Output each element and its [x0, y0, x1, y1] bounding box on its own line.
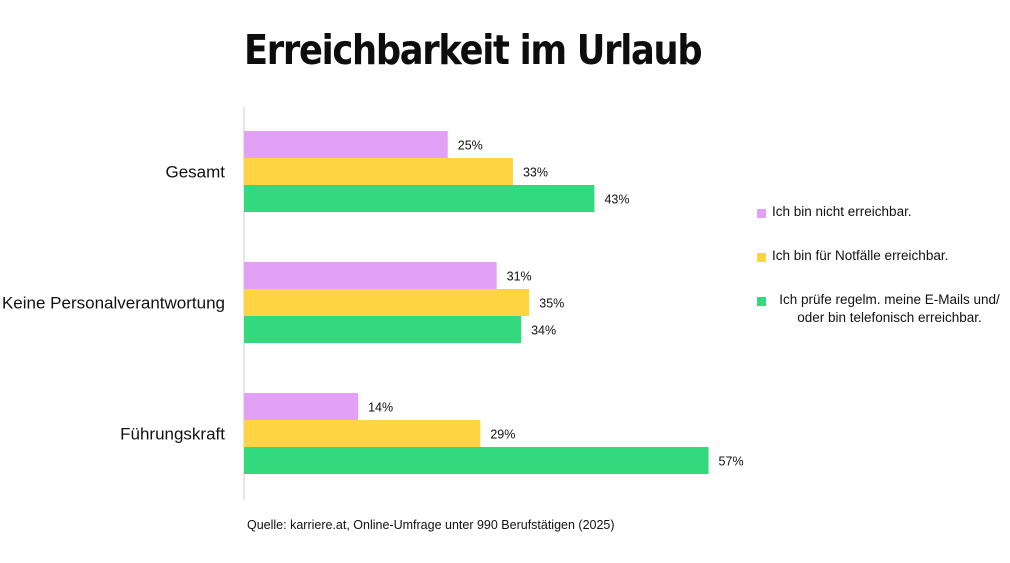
bar [244, 131, 448, 158]
bar-value-label: 31% [507, 270, 532, 284]
legend-label-emergency: Ich bin für Notfälle erreichbar. [772, 248, 949, 263]
bar [244, 158, 513, 185]
bar [244, 447, 709, 474]
source-note: Quelle: karriere.at, Online-Umfrage unte… [247, 518, 615, 532]
legend: Ich bin nicht erreichbar. Ich bin für No… [757, 203, 1007, 353]
category-label: Keine Personalverantwortung [2, 294, 225, 313]
bar [244, 316, 522, 343]
legend-label-not-reachable: Ich bin nicht erreichbar. [772, 204, 912, 219]
bar [244, 393, 359, 420]
chart-title: Erreichbarkeit im Urlaub [244, 26, 703, 74]
bar-value-label: 35% [539, 297, 564, 311]
legend-label-checks-emails: Ich prüfe regelm. meine E-Mails und/ ode… [779, 292, 1000, 325]
bar [244, 185, 595, 212]
legend-item-not-reachable: Ich bin nicht erreichbar. [757, 203, 1007, 221]
bar-value-label: 34% [531, 324, 556, 338]
bar [244, 262, 497, 289]
bar-value-label: 33% [523, 166, 548, 180]
bar [244, 420, 481, 447]
bar-value-label: 29% [490, 428, 515, 442]
legend-item-emergency: Ich bin für Notfälle erreichbar. [757, 247, 1007, 265]
category-label: Führungskraft [120, 425, 225, 444]
bar [244, 289, 530, 316]
bar-value-label: 25% [458, 139, 483, 153]
bar-value-label: 14% [368, 401, 393, 415]
legend-swatch-checks-emails [757, 297, 766, 306]
legend-item-checks-emails: Ich prüfe regelm. meine E-Mails und/ ode… [757, 291, 1007, 327]
bar-value-label: 43% [604, 193, 629, 207]
legend-swatch-not-reachable [757, 209, 766, 218]
category-label: Gesamt [165, 163, 225, 182]
bar-value-label: 57% [719, 455, 744, 469]
legend-swatch-emergency [757, 253, 766, 262]
